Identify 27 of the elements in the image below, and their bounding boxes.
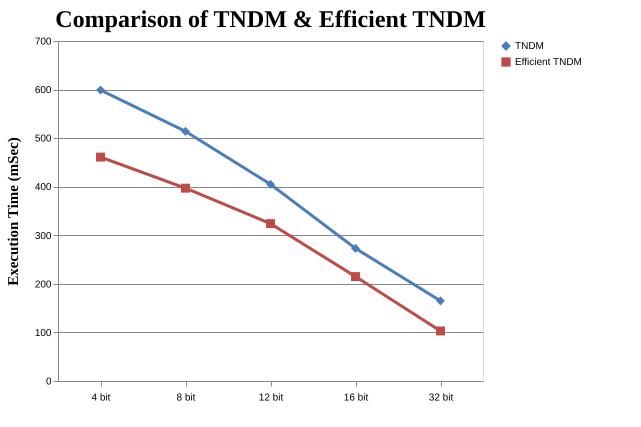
point [266,219,275,228]
point [351,244,360,253]
point [266,180,275,189]
y-tick-label: 0 [46,376,52,388]
y-tick-label: 200 [34,279,52,290]
y-tick-label: 600 [34,85,52,96]
x-tick-label: 8 bit [176,392,196,404]
chart-title: Comparison of TNDM & Efficient TNDM [55,7,486,33]
x-tick-label: 32 bit [428,392,454,404]
y-axis-title: Execution Time (mSec) [6,137,22,286]
legend-label: TNDM [515,41,544,52]
point [181,184,190,193]
y-tick-label: 700 [34,36,52,48]
y-tick-label: 500 [34,134,52,145]
x-tick-label: 12 bit [258,392,284,404]
point [96,152,105,162]
x-tick-label: 4 bit [92,392,111,404]
point [436,296,445,306]
point [351,272,360,282]
x-tick-label: 16 bit [344,392,368,404]
point [181,126,190,136]
legend-label: Efficient TNDM [515,57,582,68]
y-tick-label: 300 [34,230,52,242]
point [96,86,105,95]
point [436,326,445,336]
y-tick-label: 100 [34,328,52,339]
y-tick-label: 400 [34,182,52,194]
